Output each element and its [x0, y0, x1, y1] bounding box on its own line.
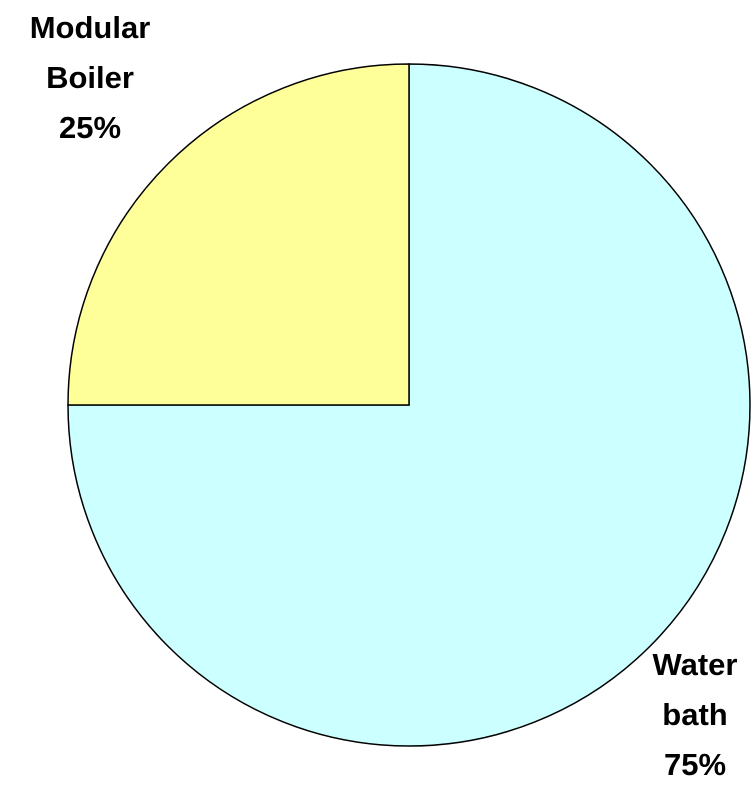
category-label: Modular Boiler [29, 10, 151, 95]
value-label: 75% [663, 747, 727, 782]
pie-slice [67, 63, 410, 406]
value-label: 25% [58, 110, 122, 145]
slice-label: Water bath 75% [630, 640, 753, 790]
category-label: Water bath [652, 647, 738, 732]
slice-label: Modular Boiler 25% [5, 3, 175, 153]
